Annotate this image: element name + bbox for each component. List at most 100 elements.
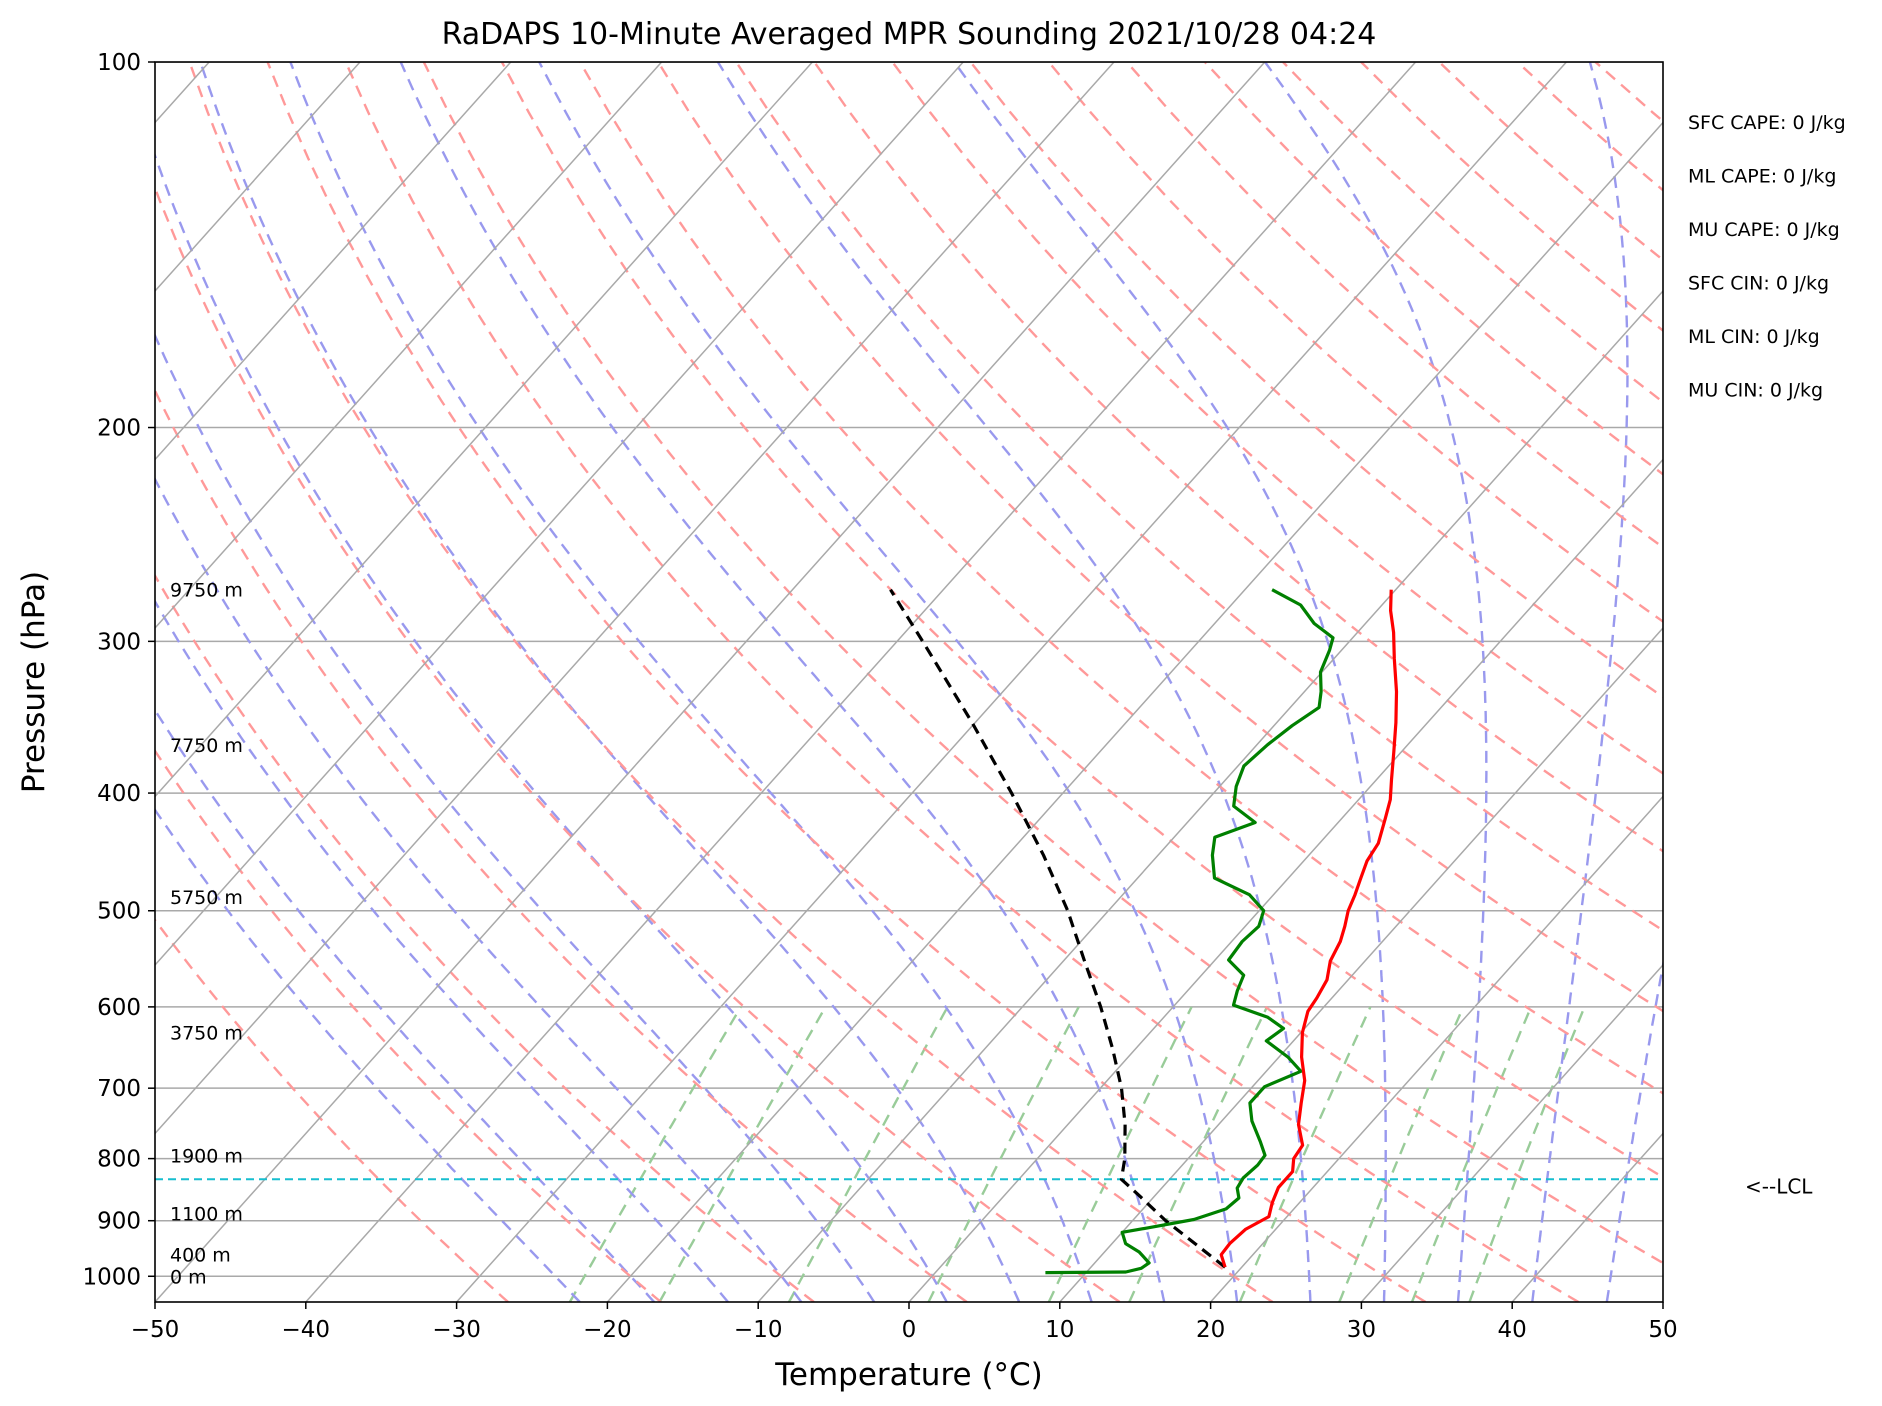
moist-adiabat-lines xyxy=(155,62,1663,1302)
dry-adiabat xyxy=(155,918,509,1302)
dry-adiabat xyxy=(735,62,1663,932)
height-label: 1100 m xyxy=(170,1204,243,1226)
x-tick-label: 20 xyxy=(1196,1317,1225,1343)
isotherm-20 xyxy=(1210,795,1663,1302)
isotherm--110 xyxy=(155,62,361,293)
moist-adiabat xyxy=(538,62,1239,1302)
dry-adiabat xyxy=(266,62,1427,1302)
isotherm--50 xyxy=(155,62,1266,1302)
dry-adiabat xyxy=(188,62,1274,1302)
mixing-ratio-line xyxy=(658,1006,827,1302)
mixing-ratio-line xyxy=(1468,1006,1586,1302)
y-tick-label: 200 xyxy=(97,416,141,442)
plot-area xyxy=(155,62,1663,1302)
index-label: SFC CAPE: 0 J/kg xyxy=(1688,112,1846,134)
dry-adiabat xyxy=(155,748,662,1302)
dry-adiabat xyxy=(1047,62,1663,624)
isotherm-30 xyxy=(1360,963,1663,1302)
moist-adiabat xyxy=(1264,62,1488,1302)
x-tick-label: −20 xyxy=(583,1317,632,1343)
index-label: ML CAPE: 0 J/kg xyxy=(1688,166,1836,188)
sounding-traces xyxy=(889,588,1399,1275)
isotherm-grid xyxy=(155,62,1663,1302)
x-axis-ticks: −50 −40 −30 −20 −10 0 10 20 30 40 50 xyxy=(131,1302,1678,1343)
mixing-ratio-line xyxy=(1047,1006,1193,1302)
y-tick-label: 500 xyxy=(97,899,141,925)
index-label: MU CAPE: 0 J/kg xyxy=(1688,219,1840,241)
height-label: 400 m xyxy=(170,1245,231,1267)
y-tick-label: 400 xyxy=(97,781,141,807)
temperature-line xyxy=(1219,589,1399,1268)
isotherm--90 xyxy=(155,62,663,630)
isobar-grid xyxy=(155,62,1663,1278)
height-label: 7750 m xyxy=(170,735,243,757)
moist-adiabat xyxy=(289,62,1093,1302)
height-label: 0 m xyxy=(170,1266,207,1288)
chart-title: RaDAPS 10-Minute Averaged MPR Sounding 2… xyxy=(442,17,1377,52)
y-tick-label: 800 xyxy=(97,1147,141,1173)
x-tick-label: −50 xyxy=(131,1317,180,1343)
dewpoint-line xyxy=(1045,588,1335,1275)
moist-adiabat xyxy=(155,152,948,1302)
isotherm-0 xyxy=(908,458,1663,1302)
dry-adiabat xyxy=(500,62,1663,1179)
x-tick-label: −10 xyxy=(734,1317,783,1343)
moist-adiabat xyxy=(1531,62,1629,1302)
dry-adiabat xyxy=(422,62,1663,1265)
isotherm--20 xyxy=(606,121,1663,1302)
parcel-profile-line xyxy=(889,588,1227,1269)
height-labels: 9750 m 7750 m 5750 m 3750 m 1900 m 1100 m 400 … xyxy=(170,580,243,1289)
moist-adiabat xyxy=(716,62,1312,1302)
y-axis-label: Pressure (hPa) xyxy=(16,571,52,793)
dry-adiabat xyxy=(155,387,968,1302)
mixing-ratio-line xyxy=(1238,1006,1372,1302)
mixing-ratio-line xyxy=(1338,1006,1465,1302)
index-label: MU CIN: 0 J/kg xyxy=(1688,380,1823,402)
x-tick-label: 40 xyxy=(1498,1317,1527,1343)
isotherm--80 xyxy=(155,62,813,798)
mixing-ratio-line xyxy=(927,1006,1080,1302)
mixing-ratio-line xyxy=(787,1006,949,1302)
y-tick-label: 700 xyxy=(97,1076,141,1102)
height-label: 3750 m xyxy=(170,1023,243,1045)
x-tick-label: −40 xyxy=(282,1317,331,1343)
isotherm--30 xyxy=(456,62,1567,1302)
moist-adiabat xyxy=(1605,958,1663,1302)
moist-adiabat xyxy=(155,332,876,1302)
y-axis-ticks: 100 200 300 400 500 600 700 800 900 1000 xyxy=(82,50,155,1290)
isotherm-10 xyxy=(1059,626,1663,1302)
moist-adiabat xyxy=(155,476,803,1302)
dry-adiabat xyxy=(344,62,1580,1302)
x-tick-label: 10 xyxy=(1045,1317,1074,1343)
lcl-label: <--LCL xyxy=(1745,1174,1813,1198)
y-tick-label: 100 xyxy=(97,50,141,76)
y-tick-label: 1000 xyxy=(82,1264,141,1290)
moist-adiabat xyxy=(155,599,729,1302)
mixing-ratio-line xyxy=(568,1006,742,1302)
height-label: 5750 m xyxy=(170,887,243,909)
x-tick-label: 30 xyxy=(1347,1317,1376,1343)
y-tick-label: 900 xyxy=(97,1209,141,1235)
x-tick-label: 50 xyxy=(1648,1317,1677,1343)
moist-adiabat xyxy=(953,62,1387,1302)
stability-indices: SFC CAPE: 0 J/kg ML CAPE: 0 J/kg MU CAPE: … xyxy=(1688,112,1846,402)
moist-adiabat xyxy=(399,62,1166,1302)
index-label: SFC CIN: 0 J/kg xyxy=(1688,273,1829,295)
dry-adiabat xyxy=(657,62,1663,1013)
isotherm--100 xyxy=(155,62,512,461)
isotherm--40 xyxy=(305,62,1417,1302)
x-tick-label: 0 xyxy=(902,1317,917,1343)
mixing-ratio-line xyxy=(1410,1006,1533,1302)
moist-adiabat xyxy=(199,62,1021,1302)
index-label: ML CIN: 0 J/kg xyxy=(1688,326,1820,348)
y-tick-label: 600 xyxy=(97,995,141,1021)
height-label: 1900 m xyxy=(170,1145,243,1167)
y-tick-label: 300 xyxy=(97,629,141,655)
x-axis-label: Temperature (°C) xyxy=(774,1357,1043,1393)
isotherm--60 xyxy=(155,62,1115,1135)
isotherm--10 xyxy=(757,289,1663,1302)
x-tick-label: −30 xyxy=(432,1317,481,1343)
isotherm--70 xyxy=(155,62,964,967)
